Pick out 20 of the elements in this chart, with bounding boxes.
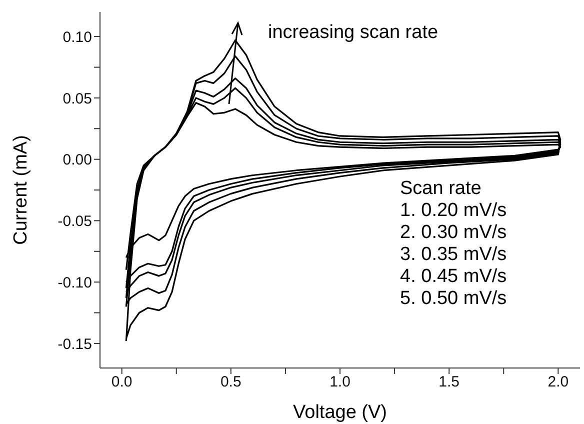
annotation: 5. 0.50 mV/s <box>400 288 507 310</box>
x-tick-label: 0.5 <box>220 374 242 391</box>
y-tick-label: 0.10 <box>62 28 92 46</box>
x-tick-label: 2.0 <box>548 374 569 391</box>
annotation: increasing scan rate <box>268 22 438 44</box>
x-tick-label: 1.0 <box>330 374 350 391</box>
x-tick-label: 1.5 <box>438 374 460 391</box>
x-tick-label: 0.0 <box>111 374 132 391</box>
annotation: 1. 0.20 mV/s <box>400 200 507 222</box>
x-axis-title: Voltage (V) <box>293 402 387 423</box>
annotation: Scan rate <box>400 178 482 200</box>
y-tick-label: -0.15 <box>58 336 92 353</box>
y-tick-label: 0.00 <box>62 152 92 169</box>
annotation: 2. 0.30 mV/s <box>400 222 507 244</box>
annotation: 3. 0.35 mV/s <box>400 244 507 266</box>
y-axis-title: Current (mA) <box>10 135 32 245</box>
y-tick-label: -0.10 <box>58 274 92 292</box>
y-tick-label: 0.05 <box>62 90 92 108</box>
annotation: 4. 0.45 mV/s <box>400 266 507 288</box>
y-tick-label: -0.05 <box>58 213 92 230</box>
